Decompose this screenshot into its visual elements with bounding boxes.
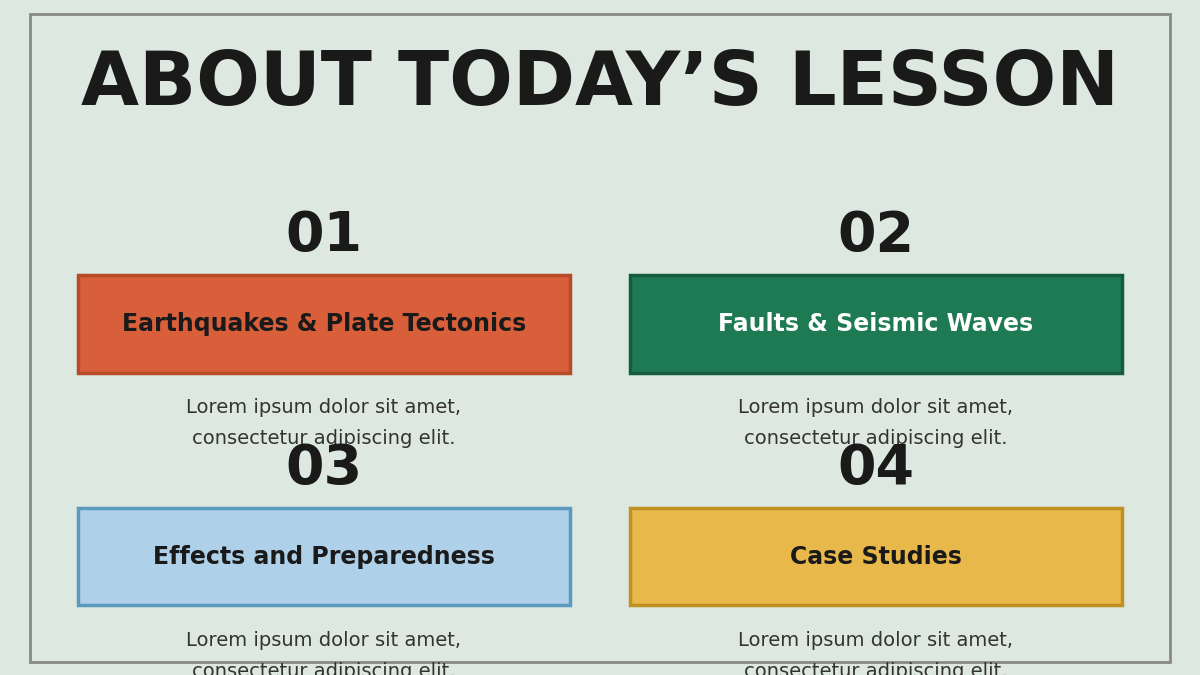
Text: Lorem ipsum dolor sit amet,
consectetur adipiscing elit.: Lorem ipsum dolor sit amet, consectetur … — [186, 398, 462, 448]
FancyBboxPatch shape — [78, 508, 570, 605]
Text: Lorem ipsum dolor sit amet,
consectetur adipiscing elit.: Lorem ipsum dolor sit amet, consectetur … — [738, 630, 1014, 675]
FancyBboxPatch shape — [630, 275, 1122, 373]
Text: Effects and Preparedness: Effects and Preparedness — [154, 545, 494, 569]
Text: Lorem ipsum dolor sit amet,
consectetur adipiscing elit.: Lorem ipsum dolor sit amet, consectetur … — [186, 630, 462, 675]
Text: 03: 03 — [286, 442, 362, 495]
Text: 02: 02 — [838, 209, 914, 263]
Text: Lorem ipsum dolor sit amet,
consectetur adipiscing elit.: Lorem ipsum dolor sit amet, consectetur … — [738, 398, 1014, 448]
FancyBboxPatch shape — [78, 275, 570, 373]
Text: 01: 01 — [286, 209, 362, 263]
Text: ABOUT TODAY’S LESSON: ABOUT TODAY’S LESSON — [82, 48, 1120, 121]
Text: Earthquakes & Plate Tectonics: Earthquakes & Plate Tectonics — [122, 312, 526, 336]
FancyBboxPatch shape — [630, 508, 1122, 605]
Text: 04: 04 — [838, 442, 914, 495]
Text: Case Studies: Case Studies — [790, 545, 962, 569]
Text: Faults & Seismic Waves: Faults & Seismic Waves — [719, 312, 1033, 336]
